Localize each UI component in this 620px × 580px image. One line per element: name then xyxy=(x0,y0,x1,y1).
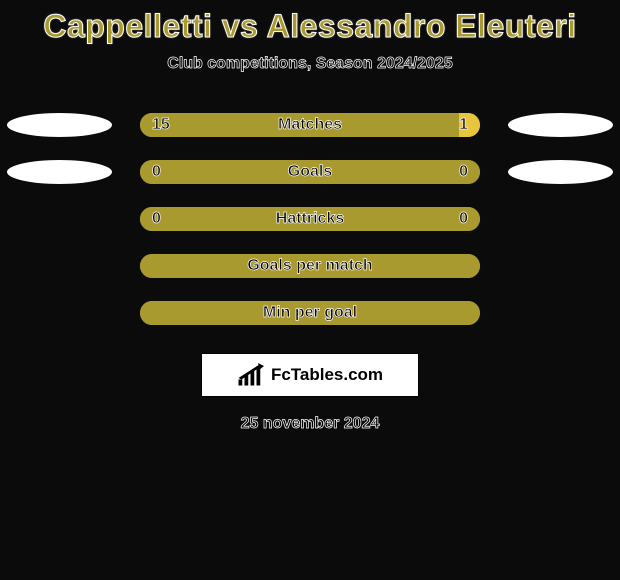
stat-row: Min per goal xyxy=(0,301,620,325)
stat-label: Goals xyxy=(288,163,332,181)
stat-bar-left xyxy=(140,160,310,184)
stat-label: Matches xyxy=(278,116,342,134)
stat-value-left: 0 xyxy=(152,210,161,228)
player-ellipse-right xyxy=(508,160,613,184)
stat-value-right: 1 xyxy=(459,116,468,134)
stat-bar: 0 0 Goals xyxy=(140,160,480,184)
infographic-container: Cappelletti vs Alessandro Eleuteri Club … xyxy=(0,0,620,580)
stat-label: Min per goal xyxy=(263,304,357,322)
stat-label: Goals per match xyxy=(247,257,372,275)
date-label: 25 november 2024 xyxy=(241,415,380,433)
stat-bar: 15 1 Matches xyxy=(140,113,480,137)
stat-row: 0 0 Hattricks xyxy=(0,207,620,231)
stats-area: 15 1 Matches 0 0 Goals 0 0 Hattricks Goals per ma… xyxy=(0,113,620,325)
stat-label: Hattricks xyxy=(276,210,344,228)
player-ellipse-left xyxy=(7,113,112,137)
stat-row: 0 0 Goals xyxy=(0,160,620,184)
logo-box: FcTables.com xyxy=(201,353,419,397)
stat-value-right: 0 xyxy=(459,163,468,181)
player-ellipse-left xyxy=(7,160,112,184)
stat-bar: Min per goal xyxy=(140,301,480,325)
logo-text: FcTables.com xyxy=(271,365,383,385)
stat-bar: 0 0 Hattricks xyxy=(140,207,480,231)
stat-row: 15 1 Matches xyxy=(0,113,620,137)
stat-row: Goals per match xyxy=(0,254,620,278)
stat-value-left: 15 xyxy=(152,116,170,134)
stat-bar-right xyxy=(310,160,480,184)
stat-value-left: 0 xyxy=(152,163,161,181)
page-title: Cappelletti vs Alessandro Eleuteri xyxy=(43,8,576,45)
stat-value-right: 0 xyxy=(459,210,468,228)
fctables-icon xyxy=(237,363,267,387)
stat-bar: Goals per match xyxy=(140,254,480,278)
subtitle: Club competitions, Season 2024/2025 xyxy=(167,55,452,73)
player-ellipse-right xyxy=(508,113,613,137)
